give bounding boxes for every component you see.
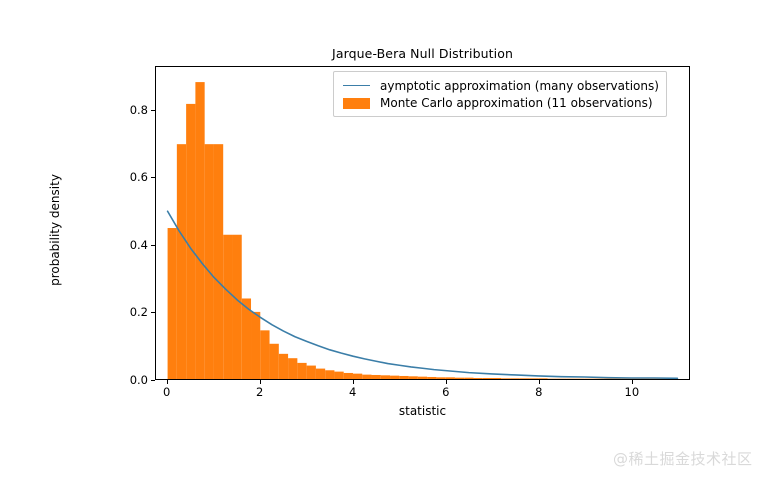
x-tick-mark [352, 380, 354, 384]
histogram-bar [195, 82, 205, 379]
legend-patch-swatch [341, 96, 372, 110]
histogram-bar [445, 377, 455, 379]
y-tick-label: 0.4 [129, 237, 148, 252]
y-tick-mark [151, 109, 155, 111]
histogram-bar [362, 374, 372, 379]
histogram-bar [529, 378, 539, 379]
histogram-bar [343, 372, 353, 379]
histogram-bar [334, 371, 344, 379]
histogram-bar [501, 378, 511, 379]
histogram-bar [306, 365, 316, 379]
histogram-bar [436, 377, 446, 379]
histogram-bar [297, 362, 307, 379]
histogram-bar [371, 374, 381, 379]
y-tick-mark [151, 380, 155, 381]
histogram-bar [176, 144, 187, 379]
chart-legend: aymptotic approximation (many observatio… [333, 71, 667, 117]
x-tick-label: 6 [442, 385, 450, 399]
histogram-bars [167, 82, 678, 379]
histogram-bar [427, 376, 437, 379]
histogram-bar [408, 376, 418, 379]
histogram-bar [223, 234, 233, 379]
histogram-bar [519, 378, 530, 379]
histogram-bar [278, 353, 289, 379]
legend-label-montecarlo: Monte Carlo approximation (11 observatio… [380, 95, 653, 110]
histogram-bar [380, 375, 391, 379]
y-tick-mark [151, 312, 155, 314]
legend-item-montecarlo: Monte Carlo approximation (11 observatio… [341, 94, 659, 111]
x-tick-label: 0 [162, 385, 171, 399]
y-tick-label: 0.2 [129, 305, 148, 320]
histogram-bar [417, 376, 428, 379]
x-tick-label: 2 [256, 385, 264, 399]
histogram-bar [482, 377, 493, 379]
plot-canvas [166, 82, 679, 379]
histogram-bar [232, 234, 242, 379]
histogram-bar [204, 144, 214, 379]
legend-label-asymptotic: aymptotic approximation (many observatio… [380, 78, 659, 93]
x-tick-mark [631, 380, 633, 384]
histogram-bar [352, 373, 363, 379]
histogram-bar [454, 377, 465, 379]
histogram-bar [390, 375, 400, 379]
y-tick-mark [151, 244, 155, 246]
histogram-bar [510, 378, 520, 379]
x-tick-label: 8 [535, 385, 543, 399]
legend-item-asymptotic: aymptotic approximation (many observatio… [341, 77, 659, 94]
histogram-bar [492, 377, 502, 379]
asymptotic-curve [166, 210, 679, 379]
histogram-bar [288, 358, 298, 379]
y-tick-label: 0.0 [129, 373, 148, 387]
x-tick-mark [445, 380, 447, 384]
histogram-bar [213, 144, 224, 379]
y-tick-label: 0.6 [129, 170, 148, 185]
plot-axes-area [155, 66, 690, 380]
histogram-bar [464, 377, 474, 379]
chart-title: Jarque-Bera Null Distribution [332, 46, 513, 61]
histogram-bar [473, 377, 483, 379]
histogram-bar [538, 378, 548, 379]
histogram-bar [186, 103, 196, 379]
y-tick-mark [151, 177, 155, 179]
x-tick-label: 10 [624, 385, 640, 399]
histogram-bar [260, 330, 270, 379]
watermark-text: @稀土掘金技术社区 [613, 450, 753, 468]
legend-line-swatch [341, 79, 372, 93]
x-tick-mark [166, 380, 168, 384]
histogram-bar [315, 368, 326, 379]
x-axis-label: statistic [398, 404, 447, 418]
y-tick-label: 0.8 [129, 102, 148, 117]
histogram-bar [399, 375, 409, 379]
histogram-bar [241, 298, 252, 379]
histogram-bar [251, 311, 261, 379]
x-tick-mark [538, 380, 540, 384]
histogram-bar [167, 228, 177, 379]
x-tick-label: 4 [349, 385, 357, 399]
histogram-bar [269, 343, 279, 379]
y-axis-tick-labels: 0.0 0.2 0.4 0.6 0.8 [104, 0, 148, 480]
x-tick-mark [259, 380, 261, 384]
y-axis-label: probability density [48, 174, 62, 286]
histogram-bar [325, 370, 335, 379]
